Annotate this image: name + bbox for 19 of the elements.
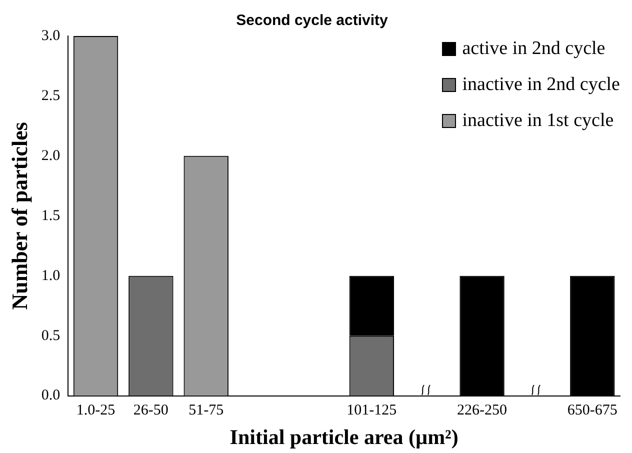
y-tick-label: 1.5 (41, 208, 60, 224)
y-tick-label: 3.0 (41, 28, 60, 44)
chart-title: Second cycle activity (236, 12, 389, 30)
x-tick-label: 226-250 (457, 402, 508, 419)
legend-label: inactive in 1st cycle (462, 110, 614, 132)
y-tick-label: 1.0 (41, 268, 60, 284)
x-tick-label: 26-50 (133, 402, 168, 419)
legend-label: inactive in 2nd cycle (462, 74, 620, 96)
x-axis-title: Initial particle area (µm²) (230, 424, 458, 449)
x-tick-label: 650-675 (567, 402, 618, 419)
legend-label: active in 2nd cycle (462, 38, 606, 60)
y-tick-label: 2.5 (41, 88, 60, 104)
y-axis-title: Number of particles (6, 122, 32, 310)
y-tick-label: 2.0 (41, 148, 60, 164)
y-tick-label: 0.5 (41, 328, 60, 344)
x-tick-label: 51-75 (188, 402, 224, 419)
y-tick-label: 0.0 (41, 388, 60, 404)
x-tick-label: 101-125 (346, 402, 397, 419)
x-tick-label: 1.0-25 (76, 402, 116, 419)
